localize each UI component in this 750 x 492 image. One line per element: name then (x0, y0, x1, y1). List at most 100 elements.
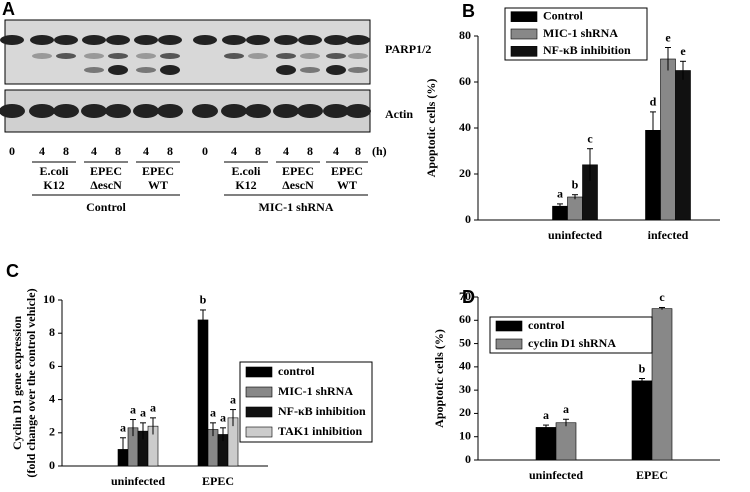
significance-letter: c (659, 290, 665, 304)
band (222, 35, 246, 45)
significance-letter: a (230, 392, 236, 406)
group-label: WT (148, 178, 168, 192)
significance-letter: a (557, 187, 563, 201)
group-label: K12 (43, 178, 64, 192)
band (81, 104, 107, 118)
band (323, 104, 349, 118)
band (193, 35, 217, 45)
significance-letter: c (587, 131, 593, 145)
band (158, 35, 182, 45)
lane-label: 4 (91, 144, 97, 158)
band (133, 104, 159, 118)
lane-label: 8 (307, 144, 313, 158)
band (297, 104, 323, 118)
y-tick-label: 30 (459, 382, 471, 396)
y-tick-label: 8 (49, 325, 55, 339)
group-label: K12 (235, 178, 256, 192)
bar (197, 319, 209, 467)
lane-label: 4 (283, 144, 289, 158)
band (300, 53, 320, 59)
lane-label: 0 (202, 144, 208, 158)
unit-label: (h) (372, 144, 387, 158)
significance-letter: e (680, 44, 686, 58)
legend-swatch (510, 28, 538, 40)
band (348, 67, 368, 73)
band (246, 35, 270, 45)
bar (555, 422, 577, 461)
significance-letter: a (130, 402, 136, 416)
band (274, 35, 298, 45)
significance-letter: e (665, 30, 671, 44)
lane-label: 8 (63, 144, 69, 158)
significance-letter: a (220, 411, 226, 425)
group-label: E.coli (40, 164, 70, 178)
y-tick-label: 0 (465, 212, 471, 226)
band (30, 35, 54, 45)
y-tick-label: 60 (459, 74, 471, 88)
legend-label: MIC-1 shRNA (278, 384, 353, 398)
blot-parp (4, 19, 371, 85)
band (346, 35, 370, 45)
legend-swatch (245, 406, 273, 418)
band (136, 67, 156, 73)
legend-label: control (528, 318, 565, 332)
y-tick-label: 40 (459, 359, 471, 373)
y-tick-label: 70 (459, 289, 471, 303)
band (53, 104, 79, 118)
band (245, 104, 271, 118)
y-tick-label: 2 (49, 425, 55, 439)
significance-letter: b (639, 361, 646, 375)
y-tick-label: 40 (459, 120, 471, 134)
legend-label: NF-κB inhibition (543, 43, 631, 57)
band-label: PARP1/2 (385, 42, 431, 56)
legend-swatch (245, 366, 273, 378)
group-label: WT (337, 178, 357, 192)
band (56, 53, 76, 59)
y-axis-label: Apoptotic cells (%) (432, 329, 446, 428)
bar (567, 196, 583, 221)
lane-label: 8 (115, 144, 121, 158)
legend-label: control (278, 364, 315, 378)
y-tick-label: 80 (459, 28, 471, 42)
band (108, 53, 128, 59)
x-tick-label: infected (648, 228, 689, 242)
panel-label: A (2, 0, 15, 19)
band (136, 53, 156, 59)
group-label: E.coli (232, 164, 262, 178)
x-tick-label: uninfected (111, 474, 165, 488)
significance-letter: a (150, 401, 156, 415)
condition-label: Control (86, 200, 126, 214)
significance-letter: a (563, 402, 569, 416)
y-axis-label: Apoptotic cells (%) (424, 79, 438, 178)
legend-swatch (510, 46, 538, 57)
band (324, 35, 348, 45)
band (298, 35, 322, 45)
band (82, 35, 106, 45)
bar (660, 58, 676, 221)
bar (675, 70, 691, 221)
lane-label: 8 (355, 144, 361, 158)
x-tick-label: EPEC (202, 474, 234, 488)
band (300, 67, 320, 73)
group-label: EPEC (90, 164, 122, 178)
y-tick-label: 20 (459, 166, 471, 180)
panel-label: D (462, 287, 475, 307)
band (84, 53, 104, 59)
x-tick-label: uninfected (529, 468, 583, 482)
lane-label: 0 (9, 144, 15, 158)
group-label: ΔescN (90, 178, 122, 192)
significance-letter: b (200, 293, 207, 307)
band (54, 35, 78, 45)
lane-label: 4 (39, 144, 45, 158)
band (276, 65, 296, 75)
band (345, 104, 371, 118)
band-label: Actin (385, 107, 413, 121)
y-tick-label: 6 (49, 358, 55, 372)
legend-label: TAK1 inhibition (278, 424, 362, 438)
legend-swatch (245, 426, 273, 438)
bar (651, 308, 673, 461)
band (326, 65, 346, 75)
lane-label: 4 (231, 144, 237, 158)
legend-label: Control (543, 8, 583, 22)
